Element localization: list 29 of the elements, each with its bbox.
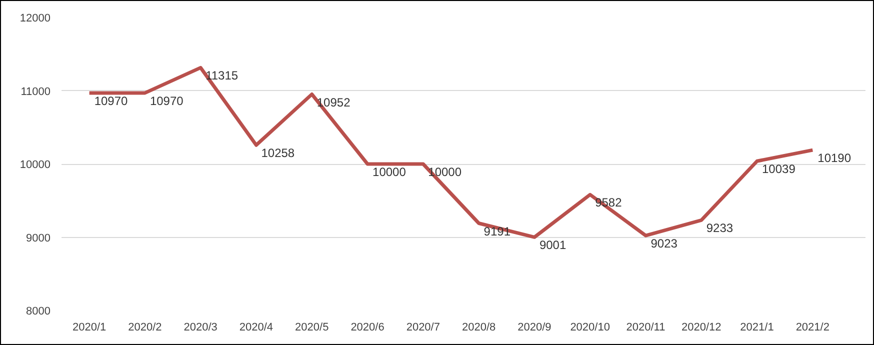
y-tick-label: 10000 xyxy=(20,159,51,171)
data-label: 10258 xyxy=(261,146,295,160)
x-tick-label: 2020/5 xyxy=(295,322,329,334)
x-tick-label: 2020/1 xyxy=(72,322,106,334)
x-tick-label: 2020/2 xyxy=(128,322,162,334)
x-tick-label: 2020/6 xyxy=(350,322,384,334)
data-label: 9233 xyxy=(706,221,734,236)
x-tick-label: 2020/8 xyxy=(462,322,496,334)
data-label: 10039 xyxy=(762,162,796,176)
x-tick-label: 2020/3 xyxy=(184,322,218,334)
y-tick-label: 8000 xyxy=(26,306,51,318)
x-tick-label: 2020/12 xyxy=(681,322,722,334)
x-tick-label: 2021/1 xyxy=(740,322,774,334)
x-tick-label: 2020/9 xyxy=(518,322,552,334)
x-tick-label: 2021/2 xyxy=(796,322,830,334)
line-series xyxy=(88,66,814,239)
data-label: 10970 xyxy=(94,94,128,108)
x-tick-label: 2020/7 xyxy=(406,322,440,334)
y-tick-label: 9000 xyxy=(26,232,51,244)
x-tick-label: 2020/4 xyxy=(239,322,274,334)
y-tick-label: 12000 xyxy=(20,12,51,24)
x-tick-label: 2020/11 xyxy=(626,322,666,334)
data-label: 10190 xyxy=(818,151,852,166)
x-tick-label: 2020/10 xyxy=(570,322,610,334)
data-label: 9023 xyxy=(650,236,678,251)
data-label: 10970 xyxy=(150,94,184,108)
data-label: 10000 xyxy=(372,165,406,179)
data-label: 9001 xyxy=(539,238,566,252)
y-tick-label: 11000 xyxy=(20,86,51,98)
